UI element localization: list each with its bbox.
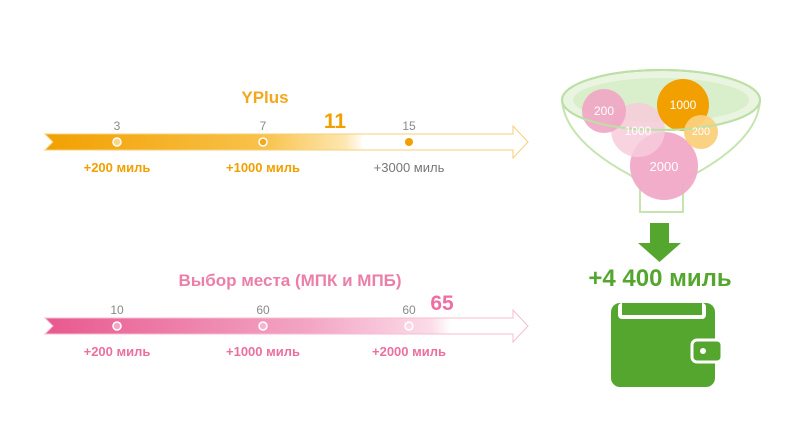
yplus-reward-label: +3000 миль [373, 160, 445, 175]
funnel-circle-label: 200 [593, 104, 615, 118]
seat-tick-label: 10 [110, 303, 124, 317]
seat-title: Выбор места (МПК и МПБ) [178, 271, 402, 290]
total-miles: +4 400 миль [588, 265, 732, 292]
funnel-circle-label: 2000 [649, 159, 679, 174]
yplus-progress-arrow [43, 124, 529, 160]
wallet-icon [611, 303, 724, 387]
seat-reward-label: +2000 миль [372, 344, 446, 359]
seat-milestone-dot [404, 321, 414, 331]
yplus-reward-label: +1000 миль [226, 160, 300, 175]
yplus-milestone-dot [258, 137, 268, 147]
funnel-circle-label: 200 [691, 126, 711, 138]
funnel-icon [560, 69, 762, 213]
yplus-milestone-dot [112, 137, 122, 147]
yplus-tick-label: 3 [113, 119, 121, 133]
yplus-tick-label: 7 [259, 119, 267, 133]
seat-reward-label: +200 миль [83, 344, 151, 359]
yplus-milestone-dot [405, 138, 413, 146]
seat-current-value: 65 [430, 292, 454, 315]
down-arrow-icon [638, 223, 681, 262]
seat-progress-arrow [43, 308, 529, 344]
seat-milestone-dot [112, 321, 122, 331]
seat-reward-label: +1000 миль [226, 344, 300, 359]
funnel-circle-200-orange [684, 115, 718, 149]
yplus-current-value: 11 [323, 110, 347, 133]
yplus-tick-label: 15 [402, 119, 416, 133]
seat-tick-label: 60 [402, 303, 416, 317]
yplus-title: YPlus [241, 88, 289, 107]
seat-milestone-dot [258, 321, 268, 331]
yplus-reward-label: +200 миль [83, 160, 151, 175]
funnel-circle-label: 1000 [624, 124, 652, 138]
funnel-circle-label: 1000 [669, 98, 697, 112]
seat-tick-label: 60 [256, 303, 270, 317]
